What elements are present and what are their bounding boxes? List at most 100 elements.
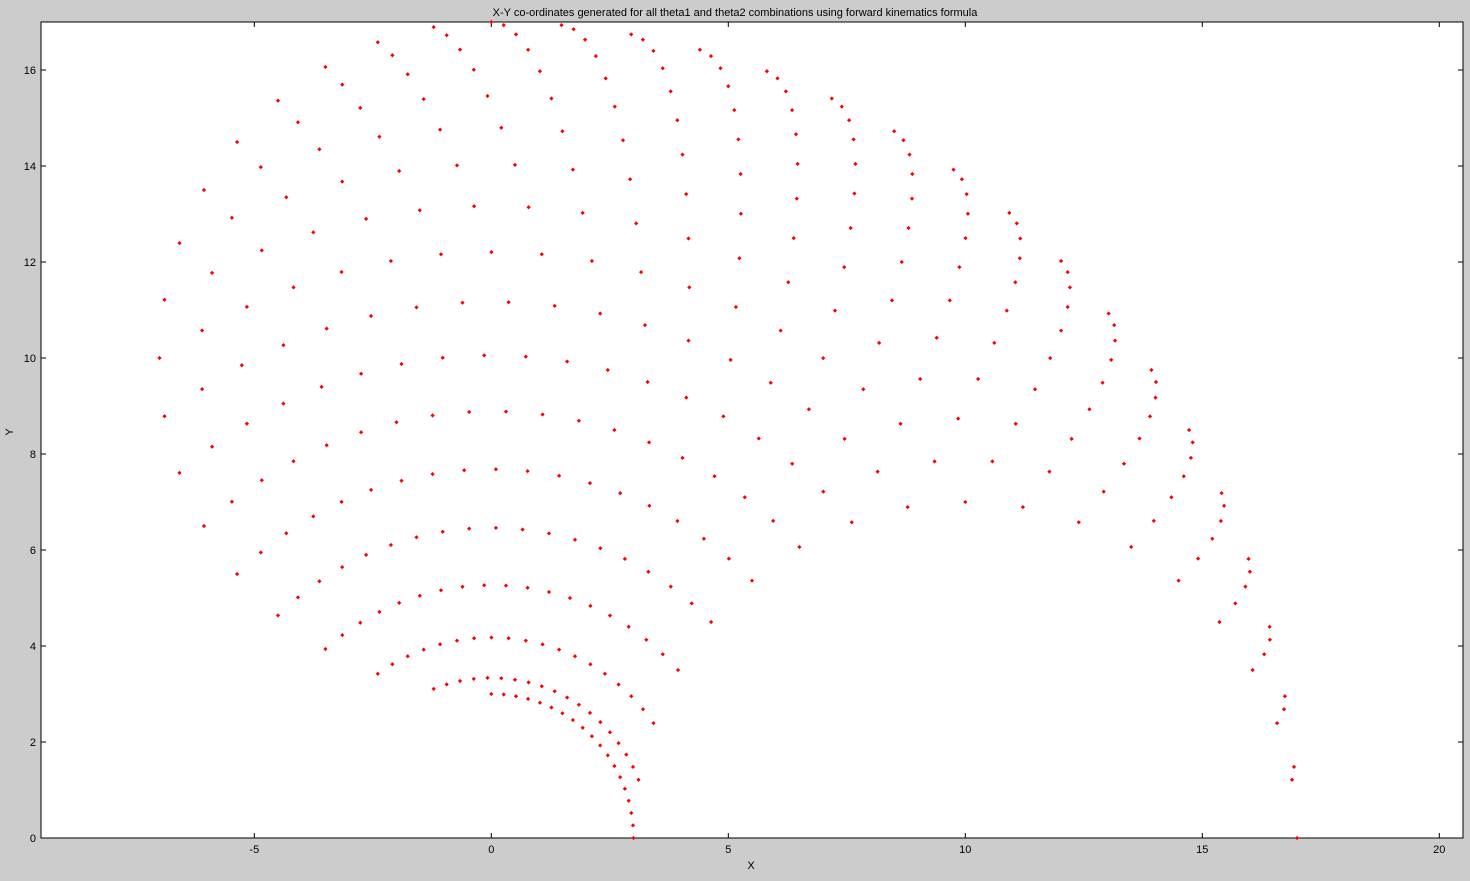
data-point — [358, 430, 364, 435]
data-point — [377, 609, 382, 615]
data-point — [821, 355, 826, 361]
data-point — [489, 249, 494, 255]
data-point — [1106, 311, 1111, 316]
data-point — [438, 252, 444, 257]
data-point — [311, 230, 316, 235]
data-point — [909, 196, 915, 201]
data-point — [618, 490, 623, 496]
data-point — [323, 646, 328, 652]
data-point — [317, 147, 322, 152]
data-point — [421, 647, 426, 652]
data-point — [1181, 474, 1186, 479]
data-point — [848, 225, 853, 231]
data-point — [1267, 637, 1273, 642]
data-point — [177, 470, 182, 476]
data-point — [1004, 308, 1009, 313]
data-point — [199, 328, 205, 333]
data-point — [523, 354, 528, 359]
data-point — [990, 459, 995, 464]
data-point — [686, 338, 691, 343]
data-point — [684, 395, 689, 400]
data-point — [627, 177, 633, 182]
data-point — [1109, 357, 1114, 363]
data-point — [525, 696, 531, 702]
data-point — [634, 221, 639, 226]
data-point — [275, 613, 281, 618]
data-point — [756, 436, 761, 441]
data-point — [668, 584, 673, 589]
data-point — [513, 694, 519, 699]
data-point — [324, 443, 329, 448]
data-point — [501, 692, 506, 697]
data-point — [1067, 285, 1073, 290]
data-point — [358, 620, 363, 625]
data-point — [821, 489, 826, 494]
data-point — [390, 662, 395, 667]
data-point — [339, 499, 344, 505]
data-point — [901, 138, 906, 143]
data-point — [363, 216, 369, 222]
data-point — [689, 601, 694, 606]
data-point — [738, 171, 743, 177]
data-point — [964, 191, 969, 197]
data-point — [1129, 544, 1134, 550]
data-point — [570, 167, 576, 172]
data-point — [959, 177, 965, 182]
data-point — [576, 418, 582, 423]
data-point — [905, 504, 910, 510]
data-point — [963, 499, 968, 505]
data-point — [460, 584, 465, 589]
data-point — [340, 632, 345, 638]
data-point — [209, 270, 215, 276]
data-point — [1294, 835, 1300, 841]
data-point — [572, 537, 578, 542]
data-point — [737, 256, 742, 261]
data-point — [853, 161, 858, 167]
data-point — [258, 550, 263, 555]
data-point — [1233, 601, 1238, 606]
data-point — [1013, 280, 1018, 285]
data-point — [540, 412, 545, 417]
data-point — [523, 638, 528, 643]
data-point — [1013, 421, 1018, 426]
data-point — [749, 578, 755, 583]
data-point — [607, 613, 613, 618]
data-point — [399, 478, 404, 483]
data-point — [1147, 414, 1153, 419]
data-point — [239, 363, 244, 368]
axes-area — [40, 21, 1464, 839]
data-point — [319, 384, 324, 390]
data-point — [607, 730, 613, 735]
data-point — [199, 386, 205, 392]
data-point — [291, 459, 296, 464]
y-tick-label: 4 — [30, 641, 36, 653]
data-point — [471, 204, 477, 209]
data-point — [397, 600, 402, 606]
data-point — [889, 298, 895, 303]
data-point — [786, 280, 791, 285]
data-point — [598, 743, 603, 748]
data-point — [645, 379, 650, 385]
data-point — [1017, 256, 1022, 261]
data-point — [1058, 258, 1064, 264]
data-point — [201, 523, 207, 529]
data-point — [612, 763, 617, 769]
data-point — [622, 556, 628, 562]
data-point — [399, 361, 404, 367]
data-point — [910, 171, 915, 177]
data-point — [602, 671, 608, 676]
data-point — [1121, 461, 1127, 466]
data-point — [457, 678, 463, 684]
data-point — [417, 593, 422, 598]
data-point — [405, 654, 410, 659]
data-point — [832, 308, 838, 313]
data-point — [1112, 322, 1117, 328]
data-point — [631, 835, 636, 841]
data-point — [1176, 578, 1181, 583]
data-point — [471, 636, 477, 641]
data-point — [1219, 490, 1224, 496]
data-point — [1282, 694, 1288, 699]
data-point — [906, 225, 911, 231]
data-point — [340, 179, 345, 184]
data-point — [580, 210, 585, 216]
